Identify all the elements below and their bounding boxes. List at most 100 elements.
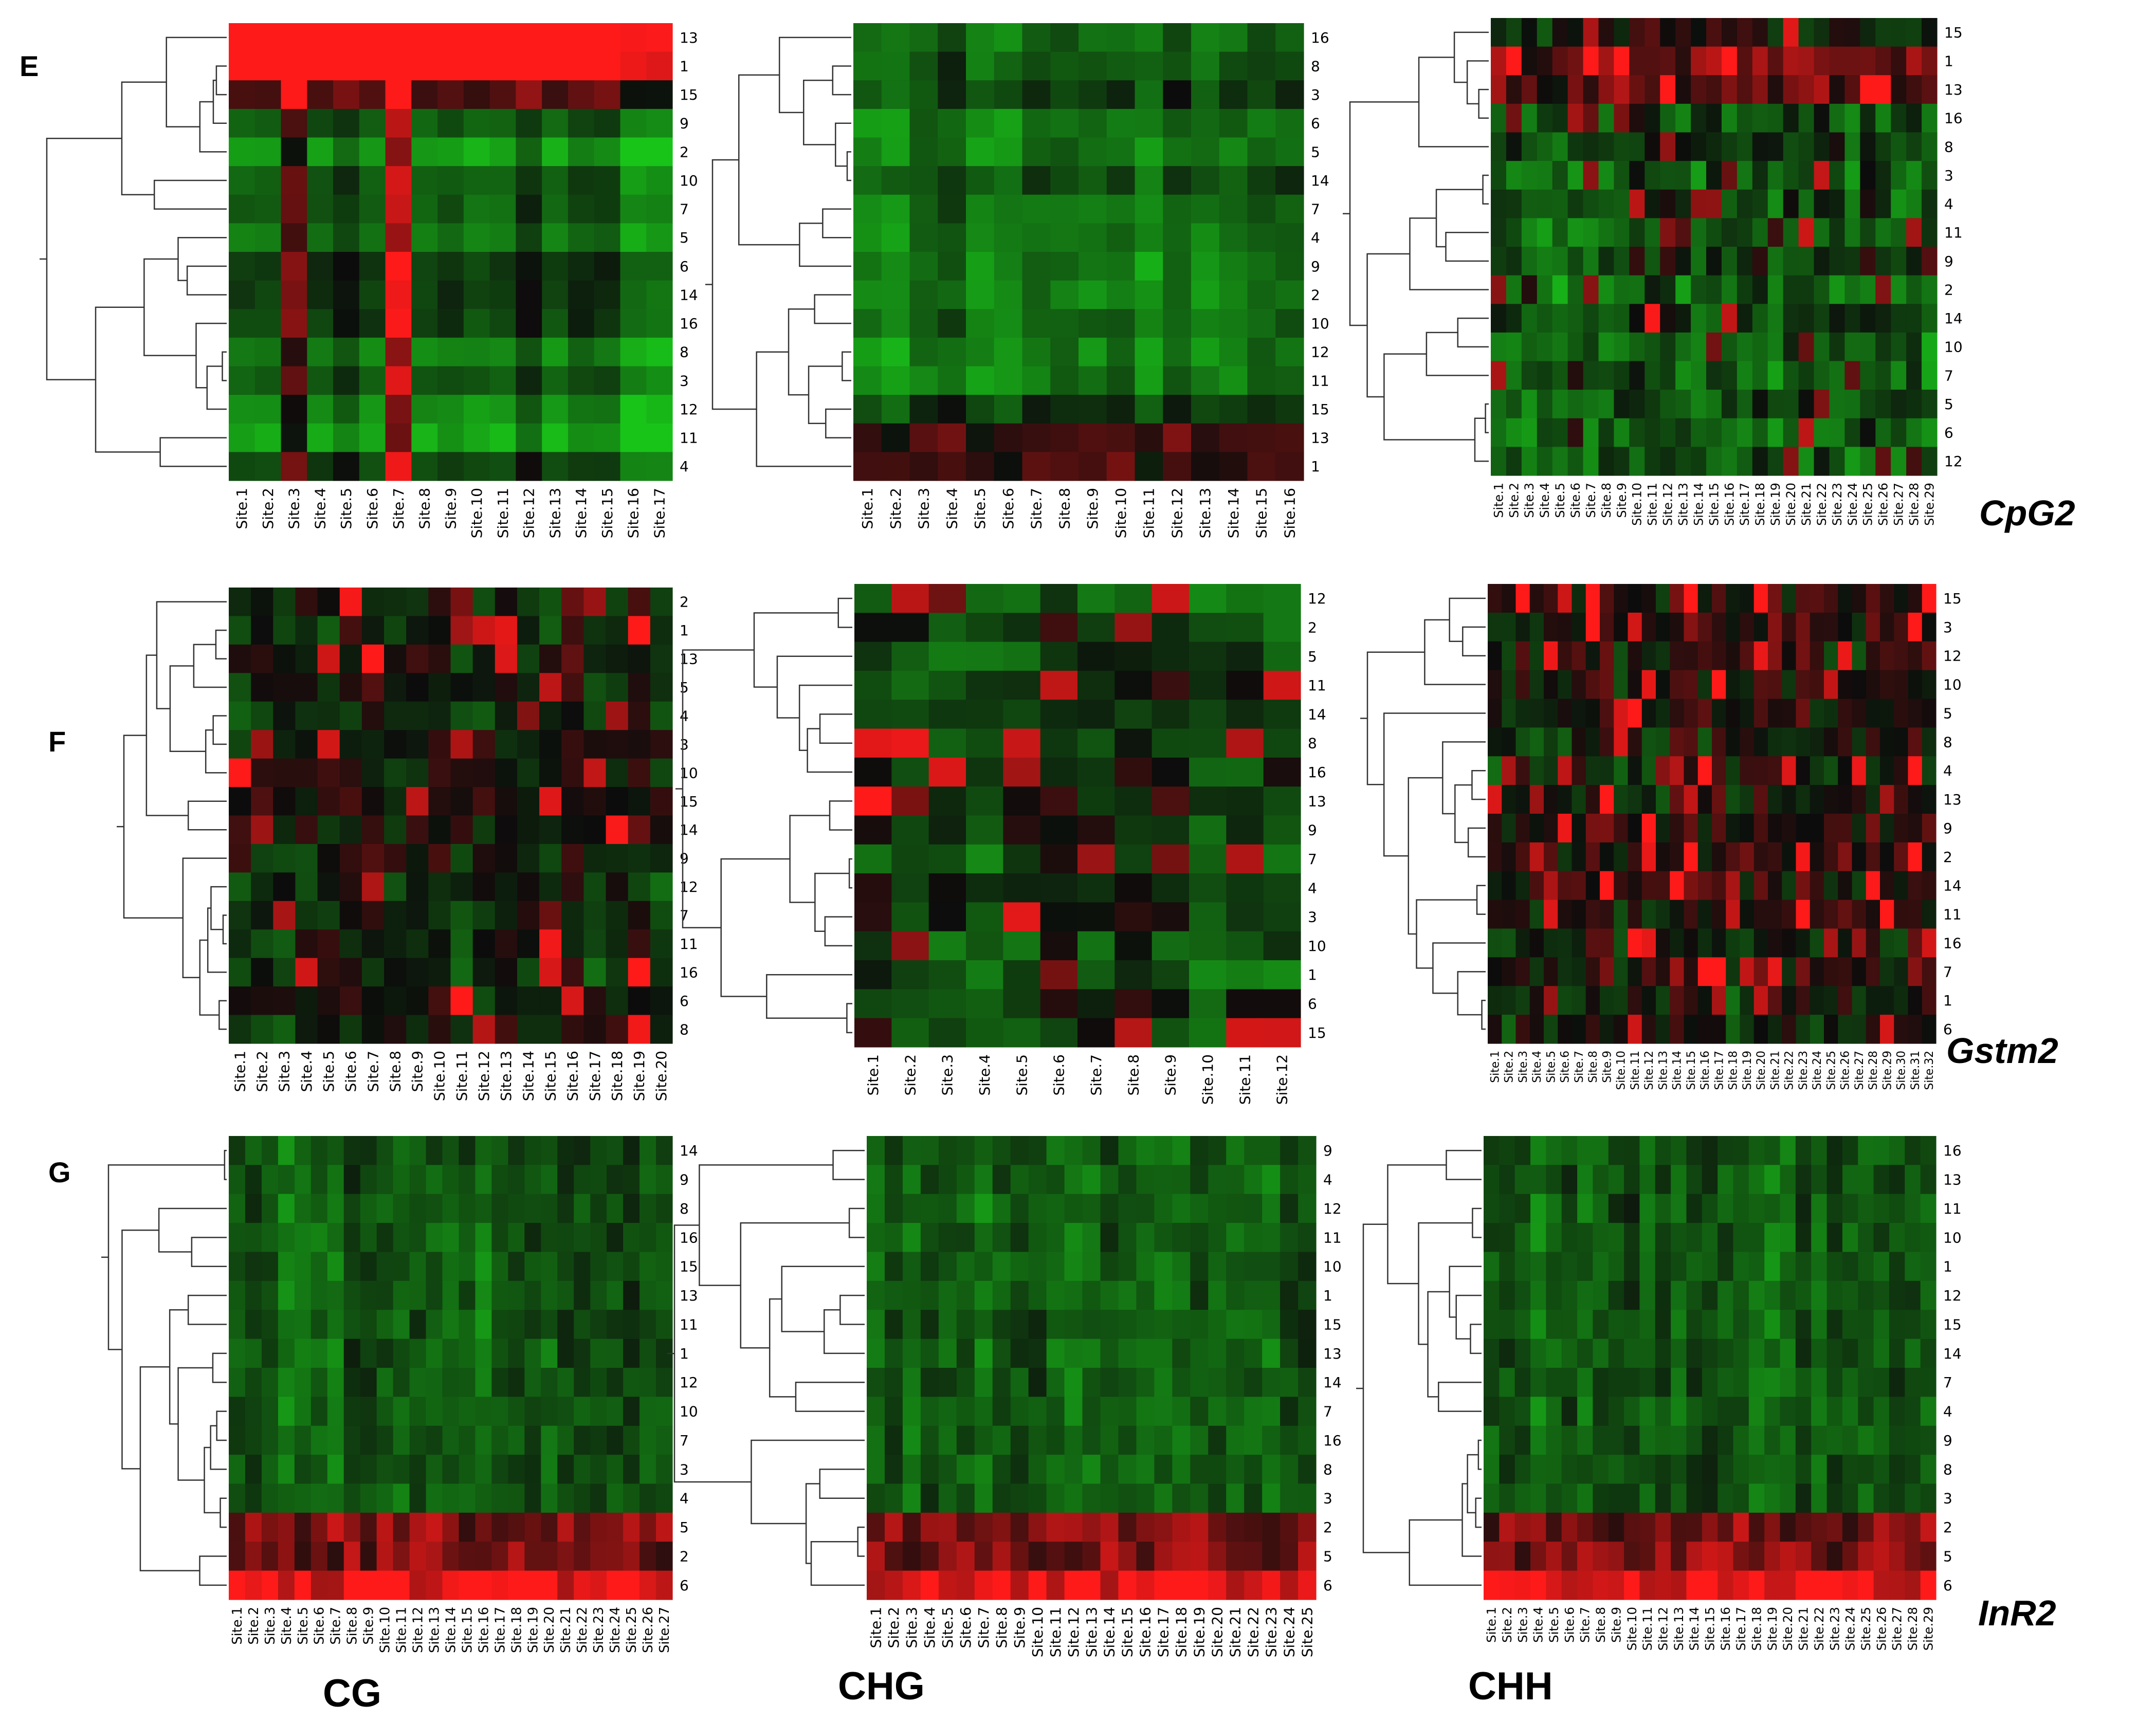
heatmap-cell: [459, 1425, 476, 1455]
heatmap-cell: [339, 588, 362, 617]
heatmap-cell: [1656, 785, 1670, 814]
heatmap-cell: [594, 108, 621, 138]
heatmap-cell: [574, 1425, 591, 1455]
dendrogram-branch: [95, 306, 160, 453]
heatmap-cell: [475, 1425, 492, 1455]
heatmap-cell: [1263, 670, 1301, 700]
heatmap-cell: [1752, 46, 1768, 76]
heatmap-cell: [1491, 361, 1507, 390]
heatmap-cell: [359, 366, 386, 395]
dendrogram-branch: [814, 294, 851, 324]
heatmap-cell: [1515, 928, 1530, 958]
heatmap-cell: [307, 366, 334, 395]
heatmap-cell: [539, 588, 562, 617]
heatmap-cell: [295, 644, 318, 673]
heatmap-cell: [317, 730, 340, 759]
heatmap-cell: [1598, 18, 1615, 47]
heatmap-cell: [437, 80, 464, 109]
heatmap-cell: [1219, 252, 1248, 281]
heatmap-cell: [229, 815, 251, 845]
heatmap-cell: [1226, 902, 1264, 932]
heatmap-cell: [1614, 986, 1629, 1015]
heatmap-cell: [1191, 366, 1220, 395]
heatmap-cell: [1811, 1570, 1828, 1600]
heatmap-cell: [1684, 785, 1698, 814]
heatmap-cell: [463, 137, 490, 167]
heatmap-cell: [1079, 108, 1107, 138]
heatmap-cell: [327, 1542, 344, 1571]
dendrogram-branch: [788, 308, 815, 396]
heatmap-cell: [938, 366, 966, 395]
heatmap-cell: [1530, 1310, 1546, 1340]
column-label: Site.12: [1168, 488, 1185, 538]
heatmap-cell: [928, 700, 966, 729]
column-label: Site.12: [411, 1607, 426, 1653]
heatmap-cell: [1753, 641, 1768, 671]
heatmap-cell: [1844, 161, 1860, 190]
heatmap-cell: [1561, 1136, 1578, 1165]
heatmap-cell: [1298, 1223, 1317, 1253]
heatmap-cell: [1521, 390, 1538, 419]
heatmap-cell: [583, 986, 607, 1016]
heatmap-cell: [495, 1015, 518, 1044]
heatmap-cell: [1585, 986, 1600, 1015]
heatmap-cell: [1585, 670, 1600, 700]
heatmap-cell: [590, 1339, 607, 1368]
heatmap-cell: [1114, 728, 1153, 758]
heatmap-cell: [956, 1455, 975, 1484]
heatmap-cell: [1275, 23, 1304, 52]
heatmap-cell: [1639, 1252, 1656, 1281]
column-label: Site.1: [865, 1054, 882, 1095]
heatmap-cell: [489, 194, 517, 224]
heatmap-cell: [1022, 252, 1051, 281]
heatmap-cell: [1629, 132, 1645, 161]
dendrogram-branch: [846, 151, 851, 181]
heatmap-cell: [920, 1252, 939, 1281]
heatmap-cell: [1702, 1455, 1718, 1484]
heatmap-cell: [1079, 452, 1107, 481]
heatmap-cell: [1226, 641, 1264, 671]
heatmap-cell: [1614, 814, 1629, 843]
heatmap-cell: [384, 844, 407, 873]
heatmap-cell: [495, 844, 518, 873]
heatmap-cell: [1114, 873, 1153, 903]
heatmap-cell: [590, 1136, 607, 1165]
heatmap-cell: [1514, 1368, 1531, 1397]
heatmap-cell: [1082, 1425, 1101, 1455]
row-label: 11: [680, 936, 698, 952]
heatmap-cell: [472, 986, 496, 1016]
heatmap-cell: [1190, 1397, 1209, 1426]
heatmap-cell: [628, 787, 651, 816]
heatmap-cell: [568, 194, 595, 224]
heatmap-cell: [920, 1483, 939, 1513]
heatmap-cell: [524, 1397, 541, 1426]
heatmap-cell: [1748, 1542, 1765, 1571]
heatmap-cell: [1046, 1483, 1065, 1513]
heatmap-cell: [640, 1483, 656, 1513]
row-label: 16: [680, 315, 698, 332]
heatmap-cell: [495, 958, 518, 987]
heatmap-cell: [1118, 1136, 1137, 1165]
heatmap-cell: [307, 252, 334, 281]
heatmap-cell: [327, 1280, 344, 1310]
heatmap-cell: [360, 1310, 377, 1340]
heatmap-cell: [1558, 612, 1573, 642]
heatmap-cell: [1686, 1368, 1703, 1397]
heatmap-cell: [867, 1397, 885, 1426]
heatmap-cell: [966, 728, 1003, 758]
heatmap-cell: [245, 1483, 262, 1513]
heatmap-cell: [428, 644, 451, 673]
heatmap-cell: [1905, 1339, 1921, 1368]
heatmap-cell: [1484, 1397, 1500, 1426]
heatmap-cell: [1706, 418, 1722, 447]
heatmap-cell: [1842, 1425, 1858, 1455]
heatmap-cell: [1135, 108, 1163, 138]
heatmap-cell: [1811, 1397, 1828, 1426]
column-label: Site.12: [476, 1051, 492, 1101]
heatmap-cell: [1064, 1542, 1083, 1571]
heatmap-cell: [938, 1165, 957, 1195]
heatmap-cell: [245, 1339, 262, 1368]
heatmap-cell: [956, 1483, 975, 1513]
